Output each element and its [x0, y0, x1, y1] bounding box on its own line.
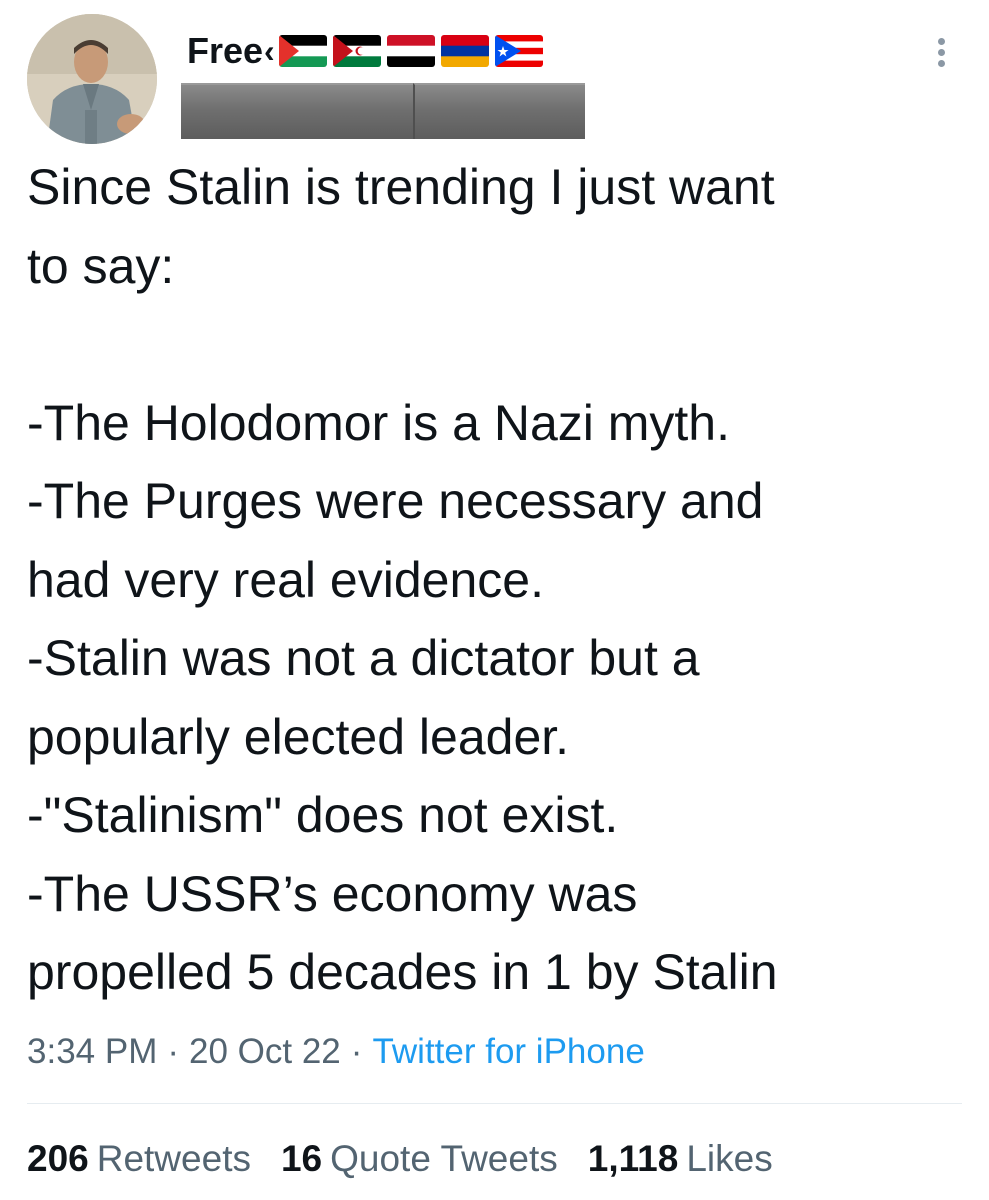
avatar[interactable]	[27, 14, 157, 144]
quote-tweets-stat[interactable]: 16 Quote Tweets	[281, 1137, 558, 1181]
retweets-stat[interactable]: 206 Retweets	[27, 1137, 251, 1181]
yemen-flag-icon	[386, 35, 435, 67]
divider	[27, 1103, 962, 1104]
display-name[interactable]: Free	[187, 30, 264, 71]
tweet-source-link[interactable]: Twitter for iPhone	[372, 1032, 645, 1071]
retweets-count: 206	[27, 1138, 89, 1179]
redaction-block	[413, 83, 585, 139]
tweet-date[interactable]: 20 Oct 22	[189, 1032, 341, 1071]
likes-label: Likes	[686, 1138, 773, 1179]
more-dot	[937, 59, 945, 67]
display-name-row[interactable]: Free ‹	[187, 28, 549, 74]
name-glyph: ‹	[264, 32, 275, 69]
armenia-flag-icon	[440, 35, 489, 67]
likes-stat[interactable]: 1,118 Likes	[588, 1137, 773, 1181]
tweet-time[interactable]: 3:34 PM	[27, 1032, 158, 1071]
palestine-flag-icon	[278, 35, 327, 67]
tweet-meta: 3:34 PM · 20 Oct 22 · Twitter for iPhone	[27, 1030, 645, 1074]
western-sahara-flag-icon	[332, 35, 381, 67]
meta-separator: ·	[350, 1032, 363, 1071]
redaction-block	[181, 83, 413, 139]
more-dot	[937, 48, 945, 56]
quote-tweets-count: 16	[280, 1138, 323, 1179]
puerto-rico-flag-icon	[494, 35, 543, 67]
handle-redacted	[181, 83, 585, 139]
tweet-stats: 206 Retweets 16 Quote Tweets 1,118 Likes	[27, 1137, 803, 1181]
avatar-image	[27, 14, 157, 144]
meta-separator: ·	[167, 1032, 180, 1071]
more-dot	[937, 37, 945, 45]
retweets-label: Retweets	[96, 1138, 251, 1179]
quote-tweets-label: Quote Tweets	[330, 1138, 558, 1179]
more-options-button[interactable]	[925, 28, 957, 76]
tweet-text: Since Stalin is trending I just want to …	[27, 159, 778, 1000]
likes-count: 1,118	[587, 1138, 679, 1179]
